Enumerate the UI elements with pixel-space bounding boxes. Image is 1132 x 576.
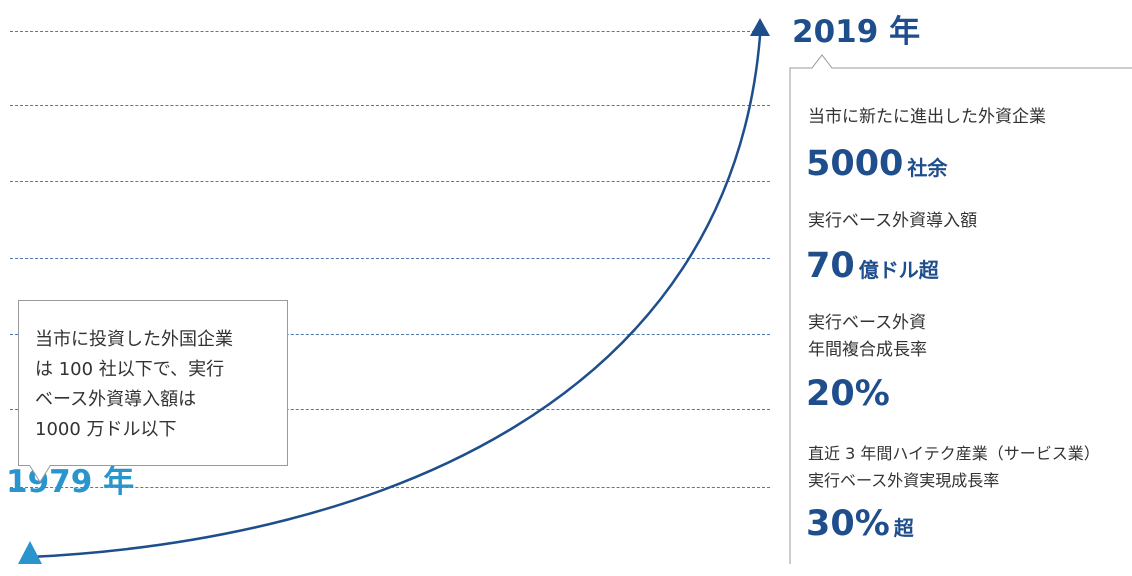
start-year-label: 1979 年 [6,464,135,500]
stat-panel: 当市に新たに進出した外資企業 5000 社余 実行ベース外資導入額 70 億ドル超 … [790,56,1132,576]
start-callout: 当市に投資した外国企業 は 100 社以下で、実行 ベース外資導入額は 1000… [18,300,288,466]
start-triangle-icon [18,541,42,564]
gridline [10,31,755,32]
stat-number: 70 [806,246,855,286]
stat-label: 直近 3 年間ハイテク産業（サービス業） 実行ベース外資実現成長率 [808,444,1100,490]
gridline [10,409,770,410]
growth-diagram: 2019 年 1979 年 当市に投資した外国企業 は 100 社以下で、実行 … [6,14,1132,564]
stat-unit: 億ドル超 [858,258,939,282]
growth-curve [18,18,770,564]
end-year-label: 2019 年 [792,14,921,50]
gridline [10,105,770,106]
start-note: 当市に投資した外国企業 は 100 社以下で、実行 ベース外資導入額は 1000… [35,329,233,440]
gridline [10,181,770,182]
stat-value: 70 億ドル超 [806,246,939,286]
gridline [10,258,770,259]
stat-unit: 超 [893,516,914,540]
stat-label: 実行ベース外資導入額 [808,211,978,231]
stat-number: 20% [806,374,890,414]
gridline [10,334,770,335]
stat-value: 20% [806,374,894,414]
arrow-up-icon [750,18,770,36]
stat-label: 当市に新たに進出した外資企業 [808,107,1046,127]
stat-panel-frame [789,54,1132,564]
stat-value: 30% 超 [806,504,914,544]
stat-number: 5000 [806,144,904,184]
stat-number: 30% [806,504,890,544]
stat-unit: 社余 [907,156,948,180]
stat-label: 実行ベース外資 年間複合成長率 [808,313,927,360]
curve-line [29,35,762,559]
stat-value: 5000 社余 [806,144,947,184]
